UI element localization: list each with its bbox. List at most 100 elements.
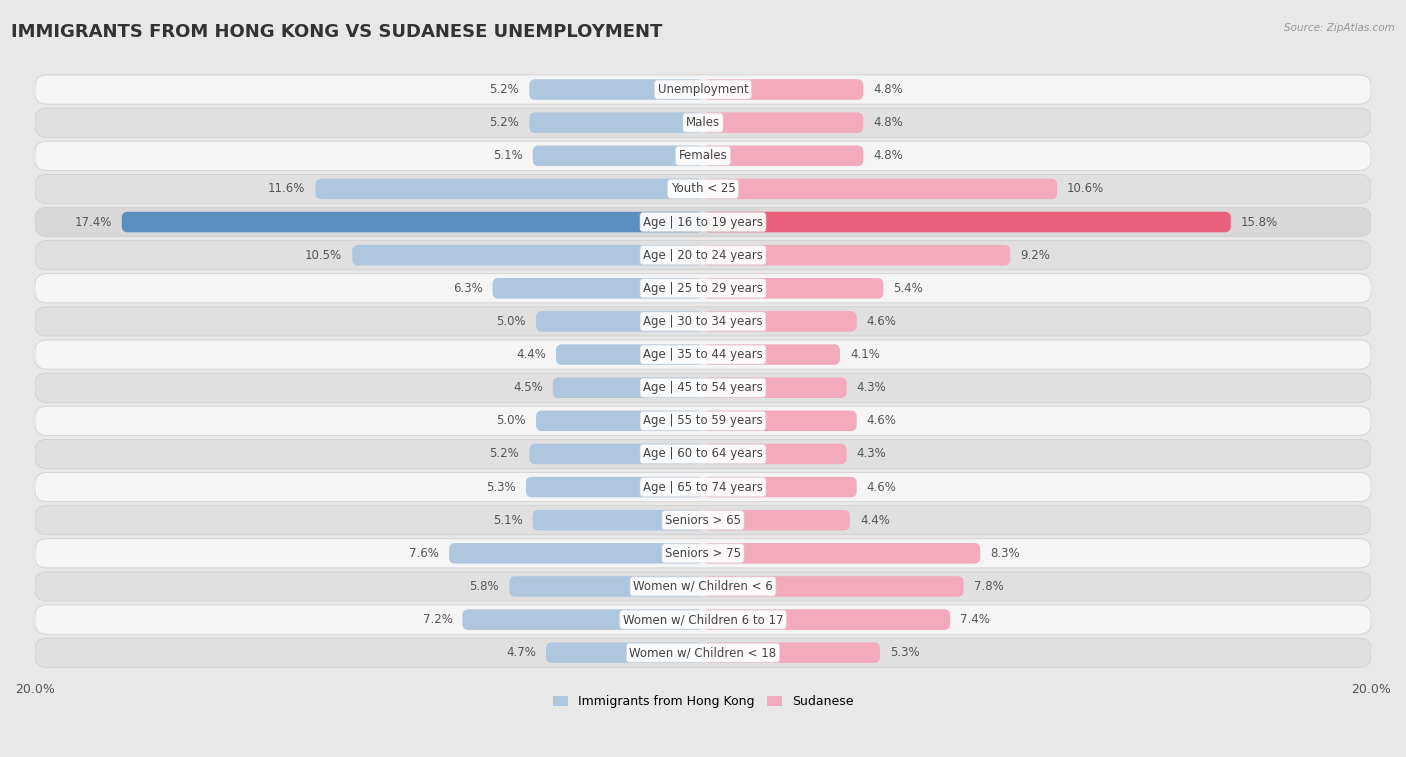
- FancyBboxPatch shape: [536, 410, 703, 431]
- Text: Age | 20 to 24 years: Age | 20 to 24 years: [643, 248, 763, 262]
- FancyBboxPatch shape: [703, 543, 980, 564]
- Text: Women w/ Children < 6: Women w/ Children < 6: [633, 580, 773, 593]
- FancyBboxPatch shape: [533, 510, 703, 531]
- Text: 5.4%: 5.4%: [893, 282, 924, 294]
- Text: Seniors > 75: Seniors > 75: [665, 547, 741, 560]
- FancyBboxPatch shape: [35, 373, 1371, 402]
- Text: 7.8%: 7.8%: [973, 580, 1004, 593]
- Text: 7.2%: 7.2%: [423, 613, 453, 626]
- FancyBboxPatch shape: [703, 510, 851, 531]
- FancyBboxPatch shape: [703, 278, 883, 298]
- FancyBboxPatch shape: [533, 145, 703, 166]
- Text: Seniors > 65: Seniors > 65: [665, 514, 741, 527]
- Text: Males: Males: [686, 116, 720, 129]
- FancyBboxPatch shape: [703, 112, 863, 133]
- FancyBboxPatch shape: [703, 145, 863, 166]
- Text: 5.1%: 5.1%: [494, 149, 523, 162]
- Text: 4.3%: 4.3%: [856, 447, 886, 460]
- Text: 4.1%: 4.1%: [851, 348, 880, 361]
- Text: Age | 45 to 54 years: Age | 45 to 54 years: [643, 382, 763, 394]
- FancyBboxPatch shape: [463, 609, 703, 630]
- FancyBboxPatch shape: [35, 307, 1371, 336]
- FancyBboxPatch shape: [703, 477, 856, 497]
- FancyBboxPatch shape: [35, 207, 1371, 237]
- Text: 7.6%: 7.6%: [409, 547, 439, 560]
- Text: 10.6%: 10.6%: [1067, 182, 1104, 195]
- FancyBboxPatch shape: [553, 378, 703, 398]
- FancyBboxPatch shape: [122, 212, 703, 232]
- Text: Youth < 25: Youth < 25: [671, 182, 735, 195]
- Text: IMMIGRANTS FROM HONG KONG VS SUDANESE UNEMPLOYMENT: IMMIGRANTS FROM HONG KONG VS SUDANESE UN…: [11, 23, 662, 41]
- FancyBboxPatch shape: [703, 311, 856, 332]
- Text: 15.8%: 15.8%: [1240, 216, 1278, 229]
- FancyBboxPatch shape: [703, 245, 1011, 266]
- FancyBboxPatch shape: [35, 108, 1371, 137]
- FancyBboxPatch shape: [703, 212, 1230, 232]
- Text: 4.7%: 4.7%: [506, 646, 536, 659]
- Text: 5.8%: 5.8%: [470, 580, 499, 593]
- Text: 4.8%: 4.8%: [873, 116, 903, 129]
- FancyBboxPatch shape: [546, 643, 703, 663]
- Text: 10.5%: 10.5%: [305, 248, 342, 262]
- Text: Age | 65 to 74 years: Age | 65 to 74 years: [643, 481, 763, 494]
- Text: 5.1%: 5.1%: [494, 514, 523, 527]
- Text: 6.3%: 6.3%: [453, 282, 482, 294]
- FancyBboxPatch shape: [529, 79, 703, 100]
- Text: 5.3%: 5.3%: [486, 481, 516, 494]
- Text: Women w/ Children < 18: Women w/ Children < 18: [630, 646, 776, 659]
- FancyBboxPatch shape: [449, 543, 703, 564]
- FancyBboxPatch shape: [35, 274, 1371, 303]
- Text: 11.6%: 11.6%: [269, 182, 305, 195]
- FancyBboxPatch shape: [35, 638, 1371, 668]
- FancyBboxPatch shape: [509, 576, 703, 597]
- Text: 4.4%: 4.4%: [860, 514, 890, 527]
- Text: 5.0%: 5.0%: [496, 414, 526, 427]
- Text: Age | 16 to 19 years: Age | 16 to 19 years: [643, 216, 763, 229]
- FancyBboxPatch shape: [526, 477, 703, 497]
- FancyBboxPatch shape: [703, 179, 1057, 199]
- Text: Age | 30 to 34 years: Age | 30 to 34 years: [643, 315, 763, 328]
- Text: 4.8%: 4.8%: [873, 149, 903, 162]
- FancyBboxPatch shape: [35, 407, 1371, 435]
- Text: 4.5%: 4.5%: [513, 382, 543, 394]
- Legend: Immigrants from Hong Kong, Sudanese: Immigrants from Hong Kong, Sudanese: [548, 690, 858, 714]
- FancyBboxPatch shape: [703, 79, 863, 100]
- Text: 4.6%: 4.6%: [866, 414, 897, 427]
- Text: Women w/ Children 6 to 17: Women w/ Children 6 to 17: [623, 613, 783, 626]
- FancyBboxPatch shape: [35, 174, 1371, 204]
- Text: Age | 60 to 64 years: Age | 60 to 64 years: [643, 447, 763, 460]
- Text: Unemployment: Unemployment: [658, 83, 748, 96]
- Text: 5.0%: 5.0%: [496, 315, 526, 328]
- Text: 4.6%: 4.6%: [866, 315, 897, 328]
- FancyBboxPatch shape: [703, 410, 856, 431]
- FancyBboxPatch shape: [536, 311, 703, 332]
- Text: 5.2%: 5.2%: [489, 447, 519, 460]
- FancyBboxPatch shape: [35, 241, 1371, 269]
- Text: 9.2%: 9.2%: [1021, 248, 1050, 262]
- Text: Females: Females: [679, 149, 727, 162]
- FancyBboxPatch shape: [529, 112, 703, 133]
- Text: 4.8%: 4.8%: [873, 83, 903, 96]
- FancyBboxPatch shape: [35, 142, 1371, 170]
- FancyBboxPatch shape: [703, 609, 950, 630]
- Text: 5.2%: 5.2%: [489, 83, 519, 96]
- Text: Age | 25 to 29 years: Age | 25 to 29 years: [643, 282, 763, 294]
- FancyBboxPatch shape: [35, 572, 1371, 601]
- Text: 5.3%: 5.3%: [890, 646, 920, 659]
- Text: 4.3%: 4.3%: [856, 382, 886, 394]
- FancyBboxPatch shape: [35, 605, 1371, 634]
- FancyBboxPatch shape: [35, 539, 1371, 568]
- FancyBboxPatch shape: [315, 179, 703, 199]
- Text: 8.3%: 8.3%: [990, 547, 1019, 560]
- FancyBboxPatch shape: [353, 245, 703, 266]
- FancyBboxPatch shape: [703, 643, 880, 663]
- FancyBboxPatch shape: [703, 378, 846, 398]
- FancyBboxPatch shape: [703, 444, 846, 464]
- FancyBboxPatch shape: [35, 439, 1371, 469]
- FancyBboxPatch shape: [555, 344, 703, 365]
- Text: 5.2%: 5.2%: [489, 116, 519, 129]
- FancyBboxPatch shape: [35, 506, 1371, 534]
- Text: 4.4%: 4.4%: [516, 348, 546, 361]
- Text: Source: ZipAtlas.com: Source: ZipAtlas.com: [1284, 23, 1395, 33]
- Text: 17.4%: 17.4%: [75, 216, 111, 229]
